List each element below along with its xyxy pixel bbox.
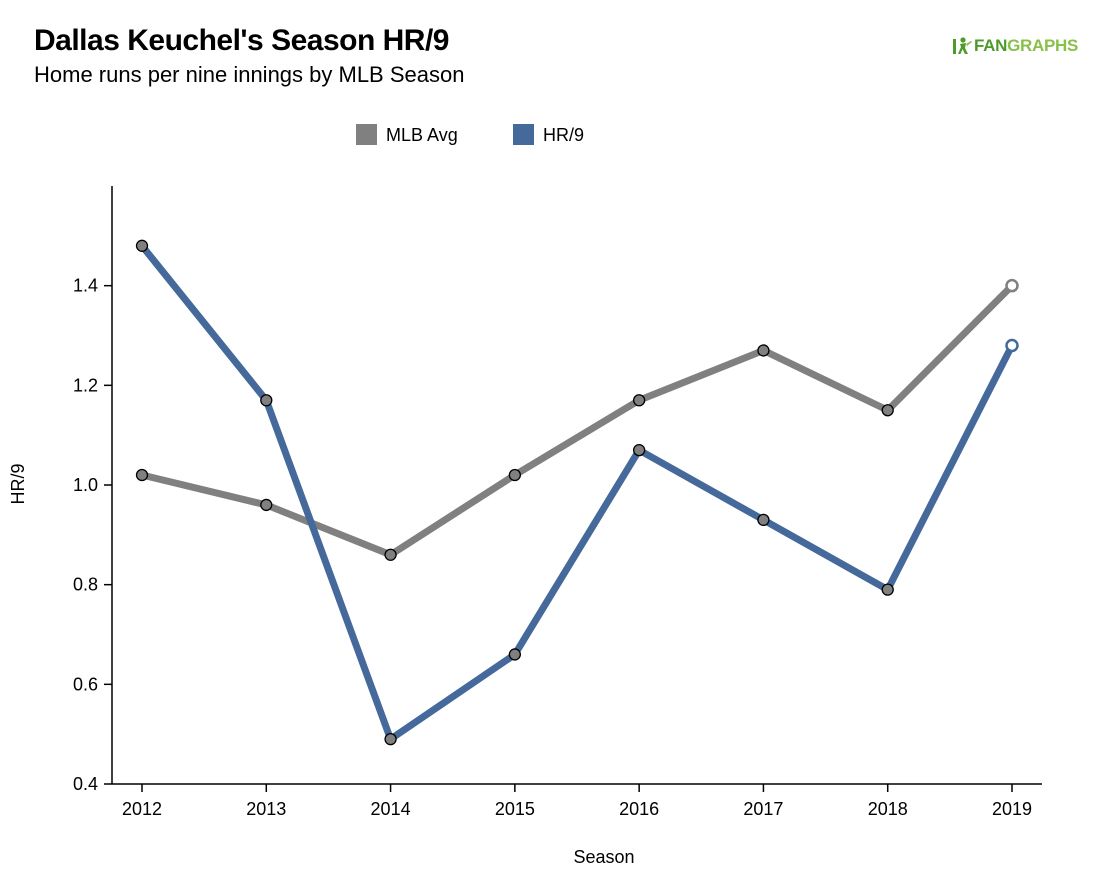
fangraphs-wordmark: FANGRAPHS <box>974 36 1079 55</box>
x-tick-label: 2016 <box>619 799 659 819</box>
chart-title: Dallas Keuchel's Season HR/9 <box>34 24 449 57</box>
y-tick-label: 0.6 <box>73 674 98 694</box>
y-tick-label: 1.0 <box>73 475 98 495</box>
y-tick-label: 0.4 <box>73 774 98 794</box>
x-tick-label: 2018 <box>868 799 908 819</box>
y-axis-title: HR/9 <box>8 463 28 504</box>
series-mlb-avg <box>135 278 1019 561</box>
data-point[interactable] <box>508 648 522 661</box>
x-axis-title: Season <box>573 847 634 867</box>
series-hr-9 <box>135 239 1019 746</box>
series-line <box>138 242 1016 743</box>
data-point[interactable] <box>135 239 149 252</box>
fangraphs-logo: FANGRAPHS <box>952 36 1082 56</box>
y-tick-label: 1.4 <box>73 276 98 296</box>
data-point[interactable] <box>508 468 522 482</box>
x-tick-label: 2012 <box>122 799 162 819</box>
legend-swatch <box>356 124 377 145</box>
x-tick-label: 2015 <box>495 799 535 819</box>
y-tick-label: 1.2 <box>73 375 98 395</box>
data-point[interactable] <box>384 548 397 561</box>
data-point[interactable] <box>757 513 770 527</box>
y-axis: 0.4 0.6 0.8 1.0 1.2 1.4 <box>73 186 113 794</box>
series-layer <box>135 239 1019 746</box>
data-point[interactable] <box>757 344 770 357</box>
data-point[interactable] <box>632 394 646 407</box>
y-tick-label: 0.8 <box>73 575 98 595</box>
x-axis: 2012 2013 2014 2015 2016 2017 2018 2019 <box>112 783 1042 819</box>
data-point[interactable] <box>632 443 646 457</box>
data-point[interactable] <box>135 468 149 482</box>
data-point[interactable] <box>881 583 894 596</box>
legend-label: HR/9 <box>543 125 584 145</box>
data-point[interactable] <box>260 498 273 512</box>
legend-item[interactable]: MLB Avg <box>356 124 458 145</box>
legend: MLB Avg HR/9 <box>356 124 584 145</box>
legend-label: MLB Avg <box>386 125 458 145</box>
chart-subtitle: Home runs per nine innings by MLB Season <box>34 62 465 87</box>
series-line <box>138 282 1016 559</box>
data-point[interactable] <box>260 394 273 407</box>
data-point[interactable] <box>881 404 894 417</box>
legend-item[interactable]: HR/9 <box>513 124 584 145</box>
x-tick-label: 2017 <box>743 799 783 819</box>
data-point[interactable] <box>1005 278 1019 293</box>
legend-swatch <box>513 124 534 145</box>
x-tick-label: 2019 <box>992 799 1032 819</box>
data-point[interactable] <box>1005 338 1019 353</box>
x-tick-label: 2013 <box>246 799 286 819</box>
x-tick-label: 2014 <box>371 799 411 819</box>
fangraphs-player-icon <box>953 37 972 54</box>
data-point[interactable] <box>384 733 397 746</box>
